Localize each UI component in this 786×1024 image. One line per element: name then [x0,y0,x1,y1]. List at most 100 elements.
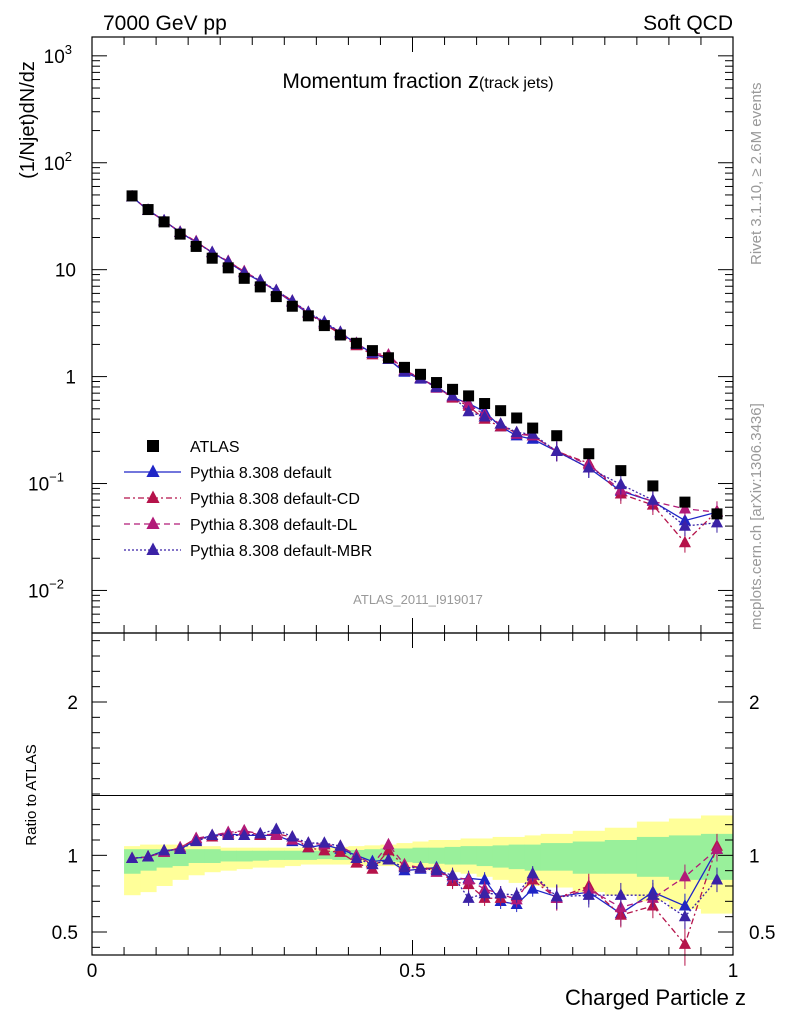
atlas-data-point [254,281,266,293]
main-ytick-base: 10 [28,581,49,602]
ratio-series-point [710,842,724,854]
atlas-data-point [431,377,443,389]
ratio-series-line [132,828,718,918]
ratio-series-point [414,860,427,873]
ratio-series-point [526,866,539,879]
ratio-series-point [174,842,187,854]
ratio-series-point [478,873,491,885]
main-ytick-base: 10 [28,475,49,496]
ratio-band-inner [540,843,574,871]
atlas-data-point [551,430,563,442]
atlas-data-point [174,228,186,240]
main-series-point [678,535,691,548]
main-series-point [614,477,627,490]
main-ytick-label: 10−2 [28,576,64,602]
atlas-data-point [238,272,250,284]
ratio-band-inner [604,840,638,874]
main-series-point [462,397,475,409]
legend-label: ATLAS [190,439,240,456]
ratio-series-point [270,828,283,841]
legend-label: Pythia 8.308 default [190,465,332,482]
ratio-series [126,822,724,966]
ratio-series-point [190,834,203,847]
ratio-series-point [614,888,627,900]
ratio-series-point [510,888,523,900]
ratio-series-point [382,843,395,856]
legend: ATLAS Pythia 8.308 default Pythia 8.308 de… [124,439,372,560]
main-plot-area [92,37,733,633]
ratio-series-point [302,836,315,848]
main-ytick-label: 10 [55,261,76,282]
ratio-series-point [126,851,139,864]
ratio-band-inner [428,847,446,864]
main-title-sub: (track jets) [479,75,554,92]
atlas-data-point [302,310,314,322]
main-series-point [678,502,691,514]
ratio-ytick-label-right: 2 [749,693,760,714]
ratio-ytick-label-right: 0.5 [749,923,775,944]
legend-label: Pythia 8.308 default-DL [190,517,357,534]
ratio-series-point [238,828,251,841]
legend-triangle-marker [146,464,160,478]
main-ytick-exp: −1 [49,470,64,485]
main-ytick-label: 10−1 [28,470,64,496]
main-ytick-label: 103 [44,42,72,68]
header-right: Soft QCD [643,12,733,35]
main-series-point [510,425,523,438]
ratio-series-point [582,888,595,900]
main-series-point [462,404,475,417]
main-series-point [646,493,659,505]
atlas-data-point [142,204,154,216]
watermark: ATLAS_2011_I919017 [353,592,483,607]
legend-entry: Pythia 8.308 default-CD [124,490,360,508]
ratio-band-inner [268,850,285,860]
atlas-data-point [158,216,170,228]
ratio-series-point [318,836,331,848]
ratio-series-point [462,891,475,903]
ratio-xlabel: Charged Particle z [565,985,746,1010]
main-series-point [550,444,563,456]
legend-entry: Pythia 8.308 default-DL [124,516,357,534]
main-title: Momentum fraction z(track jets) [282,68,553,93]
ratio-series-point [462,873,475,885]
atlas-data-point [270,291,282,303]
legend-triangle-marker [146,490,160,504]
ratio-series-point [254,827,267,839]
atlas-data-point [647,480,659,492]
main-plot: Momentum fraction z(track jets) (1/Njet)… [17,36,734,634]
legend-triangle-marker [146,516,160,530]
ratio-xtick-label: 1 [728,961,739,982]
main-ytick-exp: 2 [65,149,72,164]
legend-triangle-marker [146,542,160,556]
atlas-data-point [527,422,539,434]
ratio-band-inner [524,844,542,871]
ratio-series-point [318,843,331,856]
ratio-band-inner [492,845,510,868]
ratio-plot: 0.5 0.5 1 1 2 2 0 0.5 1 Ratio to ATLAS Charged P… [23,632,775,1010]
atlas-data-point [679,496,691,508]
main-ytick-exp: 3 [65,42,72,57]
ratio-xtick-label: 0 [87,961,98,982]
atlas-data-point [415,368,427,380]
legend-square-marker [147,440,159,452]
atlas-data-point [495,405,507,417]
ratio-series-point [270,822,283,834]
main-title-text: Momentum fraction [282,70,468,93]
ratio-series-point [334,845,347,857]
main-series-point [678,519,691,531]
ratio-series-point [646,888,659,900]
ratio-series-point [398,860,411,873]
main-series-point [582,461,595,473]
ratio-band-inner [204,849,221,863]
main-ytick-label: 1 [65,368,76,389]
main-data-points [126,190,723,520]
ratio-series-point [710,873,724,885]
ratio-ticks: 0.5 0.5 1 1 2 2 0 0.5 1 [52,633,775,982]
rivet-label: Rivet 3.1.10, ≥ 2.6M events [748,83,765,266]
main-series-point [710,515,724,528]
ratio-series-point [334,839,347,851]
atlas-data-point [334,329,346,341]
atlas-data-point [583,448,595,460]
legend-label: Pythia 8.308 default-CD [190,491,360,508]
legend-entry: Pythia 8.308 default [124,464,332,482]
